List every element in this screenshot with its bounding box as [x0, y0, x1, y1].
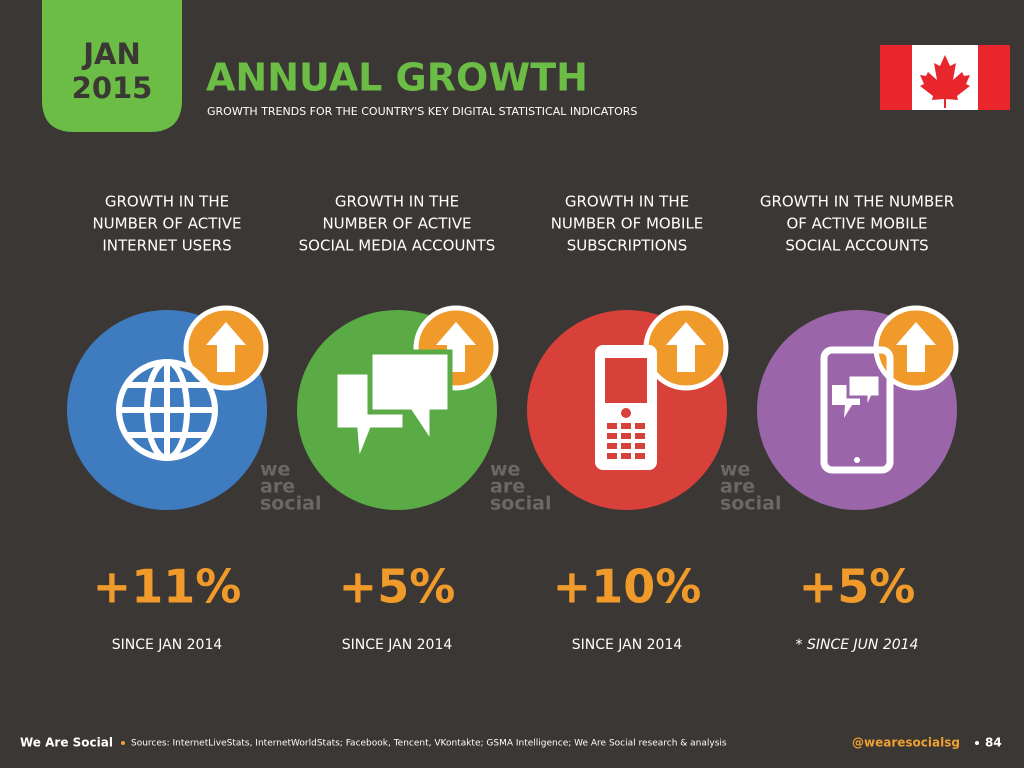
- watermark: are: [490, 476, 525, 498]
- globe-icon: [116, 359, 218, 461]
- growth-since: SINCE JAN 2014: [572, 637, 683, 653]
- watermark: we: [490, 459, 520, 481]
- watermark: we: [720, 459, 750, 481]
- growth-since: SINCE JAN 2014: [342, 637, 453, 653]
- panel-label: NUMBER OF ACTIVE: [322, 215, 471, 233]
- smartphone-icon: [820, 346, 894, 474]
- up-arrow: [666, 322, 706, 372]
- flag: [880, 45, 1010, 110]
- growth-value: +10%: [553, 560, 702, 614]
- phone-icon: [595, 345, 657, 470]
- date-tab: [42, 0, 182, 132]
- footer: We Are Social Sources: InternetLiveStats…: [20, 736, 1002, 750]
- up-arrow: [896, 322, 936, 372]
- growth-since: SINCE JAN 2014: [112, 637, 223, 653]
- watermark: are: [260, 476, 295, 498]
- watermark: are: [720, 476, 755, 498]
- growth-value: +5%: [799, 560, 916, 614]
- phone-key: [607, 443, 617, 449]
- growth-since: * SINCE JUN 2014: [796, 637, 919, 653]
- panel-label: GROWTH IN THE NUMBER: [760, 193, 954, 211]
- phone-key: [621, 453, 631, 459]
- phone-key: [635, 433, 645, 439]
- title: ANNUAL GROWTH: [206, 56, 588, 100]
- footer-handle: @wearesocialsg: [852, 736, 960, 750]
- phone-key: [635, 453, 645, 459]
- phone-key: [607, 433, 617, 439]
- up-arrow: [436, 322, 476, 372]
- up-arrow: [206, 322, 246, 372]
- phone-key: [621, 433, 631, 439]
- growth-value: +11%: [93, 560, 242, 614]
- panel-label: NUMBER OF ACTIVE: [92, 215, 241, 233]
- icons: [116, 345, 894, 474]
- phone-key: [635, 443, 645, 449]
- panel-label: GROWTH IN THE: [105, 193, 229, 211]
- phone-key: [621, 423, 631, 429]
- phone-key: [621, 443, 631, 449]
- panel-label: INTERNET USERS: [102, 237, 231, 255]
- panel-label: GROWTH IN THE: [335, 193, 459, 211]
- panel-label: NUMBER OF MOBILE: [551, 215, 704, 233]
- watermark: we: [260, 459, 290, 481]
- panel-label: SUBSCRIPTIONS: [567, 237, 688, 255]
- panel-label: OF ACTIVE MOBILE: [786, 215, 927, 233]
- separator: [975, 741, 979, 745]
- subtitle: GROWTH TRENDS FOR THE COUNTRY'S KEY DIGI…: [207, 105, 637, 118]
- panel-label: GROWTH IN THE: [565, 193, 689, 211]
- phone-key: [607, 423, 617, 429]
- panel-label: SOCIAL ACCOUNTS: [785, 237, 928, 255]
- phone-key: [635, 423, 645, 429]
- panel-label: SOCIAL MEDIA ACCOUNTS: [299, 237, 496, 255]
- chat-icon: [332, 349, 453, 466]
- page-number: 84: [985, 736, 1002, 750]
- phone-key: [607, 453, 617, 459]
- date-month: JAN: [81, 37, 141, 71]
- footer-brand: We Are Social: [20, 736, 113, 750]
- footer-sources: Sources: InternetLiveStats, InternetWorl…: [131, 739, 727, 749]
- watermark: social: [490, 493, 551, 515]
- separator: [121, 741, 125, 745]
- watermark: social: [260, 493, 321, 515]
- growth-value: +5%: [339, 560, 456, 614]
- date-year: 2015: [72, 71, 153, 105]
- watermark: social: [720, 493, 781, 515]
